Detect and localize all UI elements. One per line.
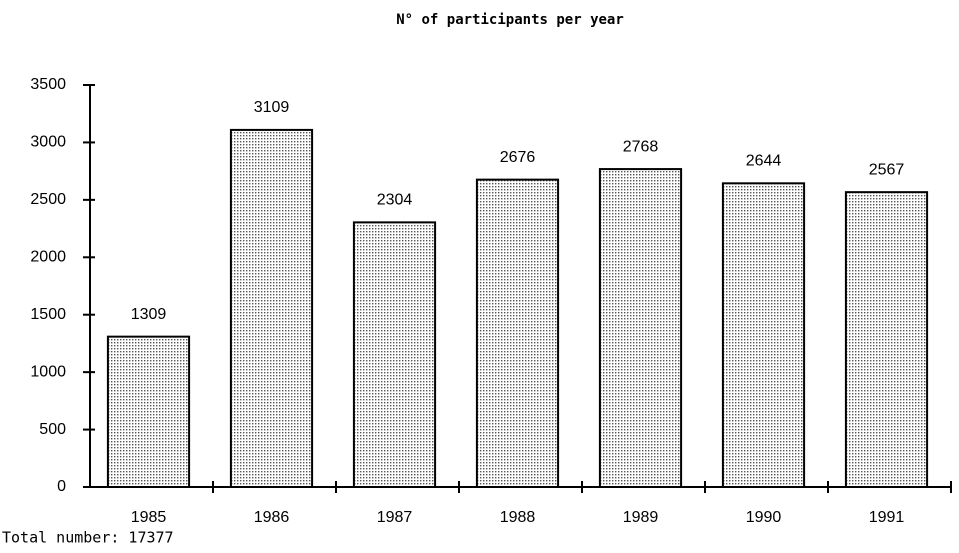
y-tick-label: 0 <box>57 478 66 495</box>
y-tick-label: 2500 <box>30 191 66 208</box>
bar <box>352 221 437 488</box>
y-tick-label: 1500 <box>30 306 66 323</box>
data-label: 2768 <box>623 138 659 155</box>
chart-title: N° of participants per year <box>396 12 624 28</box>
x-tick-label: 1990 <box>746 509 782 526</box>
bar <box>844 191 929 488</box>
bar <box>475 178 560 489</box>
x-tick-label: 1985 <box>131 509 167 526</box>
x-tick-label: 1991 <box>869 509 905 526</box>
bar <box>598 168 683 488</box>
bar <box>106 335 191 489</box>
x-tick-label: 1986 <box>254 509 290 526</box>
data-label: 3109 <box>254 99 290 116</box>
data-label: 2304 <box>377 192 413 209</box>
data-label: 2567 <box>869 161 905 178</box>
y-tick-label: 3000 <box>30 134 66 151</box>
y-tick-label: 3500 <box>30 76 66 93</box>
y-tick-label: 1000 <box>30 363 66 380</box>
data-label: 2676 <box>500 149 536 166</box>
x-tick-label: 1987 <box>377 509 413 526</box>
y-tick-label: 500 <box>39 421 66 438</box>
x-tick-label: 1989 <box>623 509 659 526</box>
x-tick-label: 1988 <box>500 509 536 526</box>
bar <box>229 128 314 488</box>
data-label: 1309 <box>131 306 167 323</box>
bar <box>721 182 806 488</box>
footnote: Total number: 17377 <box>2 529 174 547</box>
y-tick-label: 2000 <box>30 249 66 266</box>
data-label: 2644 <box>746 153 782 170</box>
